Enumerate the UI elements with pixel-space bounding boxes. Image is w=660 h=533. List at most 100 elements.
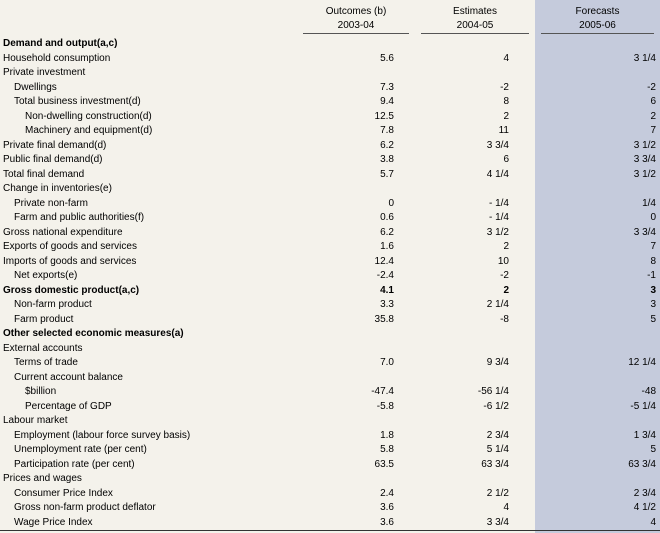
row-label: Participation rate (per cent) xyxy=(14,458,135,470)
value-forecast: 2 3/4 xyxy=(633,487,656,499)
header-estimates-year: 2004-05 xyxy=(421,19,529,34)
value-estimate: 6 xyxy=(503,154,509,166)
value-forecast xyxy=(535,34,660,52)
value-forecast: 7 xyxy=(650,125,656,137)
value-outcome xyxy=(297,327,415,342)
value-outcome: 6.2 xyxy=(380,226,394,238)
value-estimate: 2 3/4 xyxy=(486,429,509,441)
table-row: Private final demand(d) 6.2 3 3/4 3 1/2 xyxy=(0,139,660,154)
value-outcome: 1.6 xyxy=(380,241,394,253)
value-forecast xyxy=(535,66,660,81)
value-outcome xyxy=(297,66,415,81)
value-outcome xyxy=(297,342,415,357)
value-forecast: 1 3/4 xyxy=(633,429,656,441)
value-outcome: 1.8 xyxy=(380,429,394,441)
value-forecast: -1 xyxy=(647,270,656,282)
value-estimate: 2 xyxy=(503,284,509,296)
row-label: Employment (labour force survey basis) xyxy=(14,429,191,441)
value-forecast: 5 xyxy=(650,444,656,456)
row-label: Demand and output(a,c) xyxy=(3,38,118,50)
value-estimate xyxy=(415,327,535,342)
table-row: Current account balance xyxy=(0,371,660,386)
value-forecast: 0 xyxy=(650,212,656,224)
row-label: Current account balance xyxy=(14,371,123,383)
value-outcome: 7.3 xyxy=(380,81,394,93)
value-estimate: 10 xyxy=(497,255,509,267)
value-outcome: 4.1 xyxy=(380,284,394,296)
table-row: Private investment xyxy=(0,66,660,81)
value-outcome: 7.0 xyxy=(380,357,394,369)
row-label: Public final demand(d) xyxy=(3,154,103,166)
table-row: Non-dwelling construction(d) 12.5 2 2 xyxy=(0,110,660,125)
value-forecast xyxy=(535,472,660,487)
table-row: Labour market xyxy=(0,414,660,429)
table-row: Employment (labour force survey basis) 1.… xyxy=(0,429,660,444)
value-outcome: 3.8 xyxy=(380,154,394,166)
value-outcome xyxy=(297,34,415,52)
table-row: Total final demand 5.7 4 1/4 3 1/2 xyxy=(0,168,660,183)
table-row: Private non-farm 0 - 1/4 1/4 xyxy=(0,197,660,212)
row-label: Dwellings xyxy=(14,81,57,93)
table-row: Imports of goods and services 12.4 10 8 xyxy=(0,255,660,270)
row-label: Consumer Price Index xyxy=(14,487,113,499)
value-outcome: 63.5 xyxy=(374,458,394,470)
table-row: Terms of trade 7.0 9 3/4 12 1/4 xyxy=(0,356,660,371)
table-row: Net exports(e) -2.4 -2 -1 xyxy=(0,269,660,284)
value-forecast: 1/4 xyxy=(642,197,656,209)
value-estimate: -8 xyxy=(500,313,509,325)
value-outcome: 3.6 xyxy=(380,502,394,514)
table-row: Consumer Price Index 2.4 2 1/2 2 3/4 xyxy=(0,487,660,502)
table-row: Gross national expenditure 6.2 3 1/2 3 3/4 xyxy=(0,226,660,241)
row-label: Non-dwelling construction(d) xyxy=(25,110,152,122)
value-estimate: 2 1/4 xyxy=(486,299,509,311)
value-forecast: 3 1/2 xyxy=(633,139,656,151)
table-row: Wage Price Index 3.6 3 3/4 4 xyxy=(0,516,660,531)
row-label: Total business investment(d) xyxy=(14,96,141,108)
value-estimate: 3 3/4 xyxy=(486,516,509,528)
value-forecast: 6 xyxy=(650,96,656,108)
row-label: Wage Price Index xyxy=(14,516,93,528)
row-label: Non-farm product xyxy=(14,299,92,311)
value-estimate: 3 1/2 xyxy=(486,226,509,238)
value-outcome: -2.4 xyxy=(376,270,394,282)
row-label: Change in inventories(e) xyxy=(3,183,112,195)
value-estimate xyxy=(415,342,535,357)
value-forecast xyxy=(535,371,660,386)
header-forecasts-year-cell: 2005-06 xyxy=(535,19,660,34)
value-forecast: 3 xyxy=(650,299,656,311)
value-outcome: 9.4 xyxy=(380,96,394,108)
value-forecast: 2 xyxy=(650,110,656,122)
value-estimate xyxy=(415,66,535,81)
value-forecast xyxy=(535,182,660,197)
row-label: Net exports(e) xyxy=(14,270,78,282)
table-row: Public final demand(d) 3.8 6 3 3/4 xyxy=(0,153,660,168)
table-row: Percentage of GDP -5.8 -6 1/2 -5 1/4 xyxy=(0,400,660,415)
row-label: Other selected economic measures(a) xyxy=(3,328,184,340)
row-label: Unemployment rate (per cent) xyxy=(14,444,147,456)
value-estimate: - 1/4 xyxy=(488,197,509,209)
table-row: Dwellings 7.3 -2 -2 xyxy=(0,81,660,96)
row-label: Exports of goods and services xyxy=(3,241,137,253)
value-estimate: -2 xyxy=(500,81,509,93)
header-blank-2 xyxy=(0,19,297,34)
value-outcome: 0.6 xyxy=(380,212,394,224)
header-forecasts: Forecasts xyxy=(575,5,620,17)
value-forecast: 8 xyxy=(650,255,656,267)
header-outcomes-year: 2003-04 xyxy=(303,19,409,34)
row-label: Total final demand xyxy=(3,168,85,180)
value-estimate: 2 xyxy=(503,241,509,253)
table-body: Demand and output(a,c) Household consumpt… xyxy=(0,34,660,530)
value-forecast: 3 1/2 xyxy=(633,168,656,180)
value-estimate xyxy=(415,182,535,197)
value-outcome: -5.8 xyxy=(376,400,394,412)
value-outcome: -47.4 xyxy=(371,386,394,398)
row-label: Terms of trade xyxy=(14,357,78,369)
value-forecast: 4 1/2 xyxy=(633,502,656,514)
value-estimate xyxy=(415,472,535,487)
value-estimate: 4 xyxy=(503,502,509,514)
value-outcome: 5.6 xyxy=(380,52,394,64)
value-forecast: 63 3/4 xyxy=(628,458,656,470)
value-estimate: 3 3/4 xyxy=(486,139,509,151)
value-estimate xyxy=(415,414,535,429)
